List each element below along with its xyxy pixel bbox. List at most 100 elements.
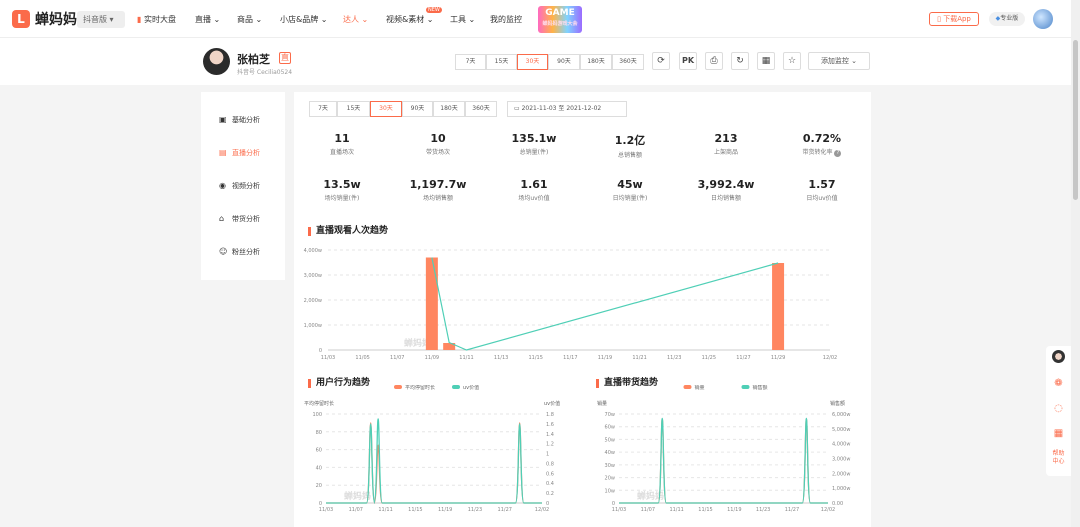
range-15d[interactable]: 15天 (337, 101, 370, 117)
add-monitor-button[interactable]: 添加监控 ⌄ (808, 52, 870, 70)
nav-item-live[interactable]: 直播 ⌄ (195, 14, 220, 25)
sidebar-item-label: 带货分析 (232, 215, 260, 223)
download-app-button[interactable]: ▯ 下载App (929, 12, 979, 26)
x-tick-label: 11/17 (563, 355, 577, 361)
new-badge: NEW (426, 7, 442, 13)
x-tick-label: 12/02 (535, 507, 549, 513)
creator-mini-avatar[interactable] (1052, 350, 1065, 363)
nav-item-products[interactable]: 商品 ⌄ (237, 14, 262, 25)
y-right-tick-label: 0.4 (546, 481, 554, 487)
y-left-axis-label: 销量 (597, 400, 607, 407)
y-left-tick-label: 20w (605, 476, 615, 482)
range-7d[interactable]: 7天 (309, 101, 337, 117)
scrollbar-thumb[interactable] (1073, 40, 1078, 200)
top-range-360d[interactable]: 360天 (612, 54, 644, 70)
nav-item-stores[interactable]: 小店&品牌 ⌄ (280, 14, 328, 25)
user-avatar[interactable] (1033, 9, 1053, 29)
star-icon[interactable]: ☆ (783, 52, 801, 70)
x-tick-label: 11/19 (598, 355, 612, 361)
help-icon[interactable]: ? (834, 150, 842, 157)
kpi-label: 上架商品 (713, 149, 738, 156)
qrcode-icon[interactable]: ▦ (1053, 428, 1064, 439)
nav-item-label: 视频&素材 (386, 15, 425, 24)
nav-item-monitor[interactable]: 我的监控 (490, 14, 522, 25)
range-180d[interactable]: 180天 (433, 101, 465, 117)
series-line (326, 418, 542, 504)
y-left-tick-label: 0 (612, 501, 615, 507)
event-banner[interactable]: GAME 蝉妈妈游戏大会 (538, 6, 582, 33)
nav-item-label: 直播 (195, 15, 211, 24)
range-30d[interactable]: 30天 (370, 101, 402, 117)
kpi-label: 日均销量(件) (612, 195, 648, 202)
nav-item-videos[interactable]: 视频&素材 ⌄ (386, 14, 434, 25)
sidebar-item-fans[interactable]: ☺ 粉丝分析 (219, 247, 260, 257)
top-range-7d[interactable]: 7天 (455, 54, 486, 70)
kpi-label: 场均销量(件) (324, 195, 360, 202)
sidebar-item-video[interactable]: ◉ 视频分析 (219, 181, 260, 191)
kpi-live-count: 11 直播场次 (294, 132, 390, 156)
qrcode-icon[interactable]: ▦ (757, 52, 775, 70)
kpi-value: 11 (334, 132, 350, 145)
update-icon[interactable]: ↻ (731, 52, 749, 70)
y-tick-label: 4,000w (304, 248, 322, 254)
help-center-button[interactable]: 帮助中心 (1052, 450, 1065, 465)
sidebar-item-basic[interactable]: ▣ 基础分析 (219, 115, 260, 125)
floating-toolbar: ❁ ◌ ▦ 帮助中心 (1046, 346, 1071, 476)
kpi-value: 1,197.7w (409, 178, 467, 191)
top-range-30d[interactable]: 30天 (517, 54, 548, 70)
event-subtitle: 蝉妈妈游戏大会 (542, 21, 578, 27)
kpi-daily-revenue: 3,992.4w 日均销售额 (678, 178, 774, 202)
nav-item-tools[interactable]: 工具 ⌄ (450, 14, 475, 25)
phone-icon: ▯ (937, 15, 941, 23)
top-range-180d[interactable]: 180天 (580, 54, 612, 70)
y-right-tick-label: 1.2 (546, 442, 554, 448)
y-tick-label: 1,000w (304, 323, 322, 329)
chevron-down-icon: ⌄ (851, 57, 858, 65)
print-icon[interactable]: ⎙ (705, 52, 723, 70)
x-tick-label: 11/11 (459, 355, 473, 361)
legend-label: 平均停留时长 (405, 385, 435, 391)
range-90d[interactable]: 90天 (402, 101, 433, 117)
pk-button[interactable]: PK (679, 52, 697, 70)
analysis-sidebar: ▣ 基础分析 ▤ 直播分析 ◉ 视频分析 ⌂ 带货分析 ☺ 粉丝分析 (201, 92, 285, 280)
kpi-value: 1.57 (808, 178, 836, 191)
date-range-picker[interactable]: ▭ 2021-11-03 至 2021-12-02 (507, 101, 627, 117)
refresh-icon[interactable]: ⟳ (652, 52, 670, 70)
legend-label: 销售额 (753, 385, 768, 391)
y-left-tick-label: 20 (316, 483, 322, 489)
chevron-down-icon: ⌄ (320, 15, 328, 24)
kpi-daily-uv: 1.57 日均uv价值 (774, 178, 870, 202)
x-tick-label: 11/19 (438, 507, 452, 513)
sidebar-item-sales[interactable]: ⌂ 带货分析 (219, 214, 260, 224)
y-left-tick-label: 10w (605, 488, 615, 494)
kpi-label: 带货转化率 ? (774, 147, 870, 157)
user-icon: ☺ (219, 247, 228, 256)
kpi-value: 1.2亿 (614, 134, 646, 147)
scrollbar[interactable] (1071, 0, 1080, 527)
y-left-tick-label: 60 (316, 448, 322, 454)
platform-selector[interactable]: 抖音版 ▾ (77, 11, 125, 28)
brand-logo[interactable]: L 蝉妈妈 (12, 9, 77, 29)
y-tick-label: 3,000w (304, 273, 322, 279)
y-right-tick-label: 0.00 (832, 501, 843, 507)
nav-item-realtime[interactable]: ▮ 实时大盘 (137, 14, 176, 25)
sidebar-item-label: 直播分析 (232, 149, 260, 157)
nav-item-creators[interactable]: 达人 ⌄ (343, 14, 368, 25)
range-360d[interactable]: 360天 (465, 101, 497, 117)
chat-icon[interactable]: ◌ (1054, 403, 1063, 414)
download-app-label: 下载App (943, 15, 971, 23)
y-left-tick-label: 50w (605, 437, 615, 443)
sidebar-item-live[interactable]: ▤ 直播分析 (219, 148, 260, 158)
chevron-down-icon: ⌄ (468, 15, 476, 24)
pro-version-badge[interactable]: ◆专业版 (989, 12, 1025, 26)
date-end: 2021-12-02 (566, 105, 602, 112)
gift-icon[interactable]: ❁ (1054, 378, 1063, 389)
top-range-15d[interactable]: 15天 (486, 54, 517, 70)
viewers-chart-title: 直播观看人次趋势 (308, 227, 388, 236)
y-left-tick-label: 0 (319, 501, 322, 507)
top-range-90d[interactable]: 90天 (548, 54, 580, 70)
x-tick-label: 11/03 (319, 507, 333, 513)
brand-name: 蝉妈妈 (35, 12, 77, 28)
watermark: 蝉妈妈 (637, 490, 664, 502)
diamond-icon: ◆ (995, 15, 1001, 22)
